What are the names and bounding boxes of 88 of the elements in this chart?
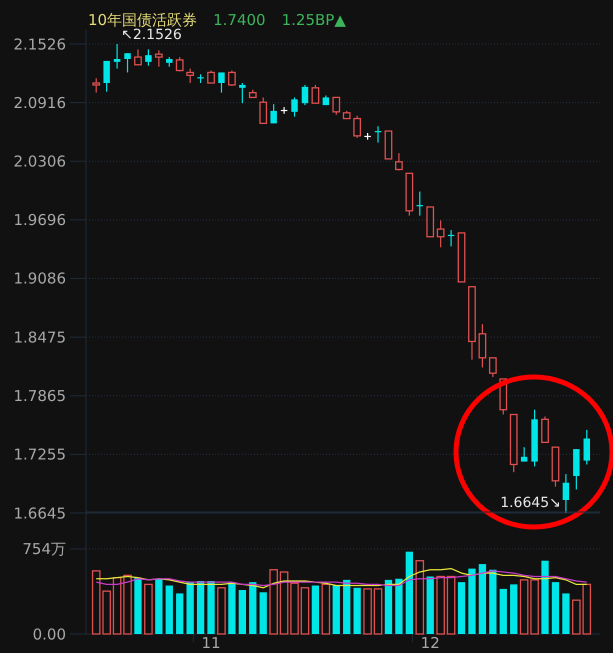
- bar: [217, 587, 226, 635]
- y-tick-label: 0.00: [32, 625, 66, 644]
- y-tick-label: 1.8475: [14, 328, 66, 346]
- y-tick-label: 1.7255: [14, 446, 66, 464]
- bar: [354, 588, 361, 634]
- bar: [552, 582, 560, 634]
- bar: [260, 592, 267, 634]
- candlestick: [207, 70, 215, 84]
- bar: [144, 584, 153, 635]
- candlestick: [488, 357, 497, 378]
- candlestick: [584, 429, 590, 466]
- candlestick: [520, 446, 528, 462]
- candlestick: [302, 84, 308, 106]
- bar: [478, 564, 486, 634]
- bar: [468, 568, 476, 634]
- bar: [92, 570, 101, 635]
- bar: [520, 579, 528, 635]
- bar: [436, 576, 445, 635]
- candlestick: [228, 70, 236, 86]
- candlestick: [332, 96, 340, 116]
- candlestick: [218, 72, 225, 94]
- bar: [530, 579, 539, 635]
- y-tick-label: 1.6645: [14, 504, 66, 522]
- bar: [343, 580, 350, 634]
- bar: [510, 584, 518, 634]
- candlestick: [395, 152, 403, 172]
- candlestick: [374, 126, 382, 144]
- bar: [196, 581, 204, 634]
- candlestick: [134, 48, 142, 66]
- annotation: 1.6645↘: [500, 495, 561, 511]
- candlestick: [154, 50, 163, 68]
- y-tick-label: 2.0306: [14, 152, 66, 170]
- bar: [415, 560, 424, 635]
- y-tick-label: 2.0916: [14, 94, 66, 112]
- candlestick: [103, 60, 110, 92]
- bar: [249, 582, 256, 634]
- text: ↖2.1526: [121, 27, 182, 43]
- candlestick: [312, 84, 320, 104]
- candlestick: [124, 52, 131, 74]
- bar: [186, 582, 194, 634]
- y-tick-label: 2.1526: [14, 35, 66, 54]
- bar: [166, 586, 173, 634]
- bar: [155, 578, 162, 634]
- bar: [572, 600, 581, 635]
- bar: [395, 578, 403, 634]
- candlestick: [562, 473, 570, 514]
- y-tick-label: 1.7865: [14, 387, 66, 406]
- bar: [458, 582, 466, 634]
- bar: [312, 586, 320, 634]
- candlestick: [436, 220, 445, 248]
- candlestick: [541, 416, 549, 444]
- y-tick-label: 1.9086: [14, 270, 66, 288]
- bar: [500, 588, 507, 634]
- bar: [446, 576, 456, 635]
- text: 1.25BP▲: [282, 11, 346, 29]
- bar: [207, 581, 215, 634]
- candlestick: [114, 43, 120, 70]
- text: 1.7400: [213, 11, 266, 29]
- bar: [541, 560, 549, 634]
- y-tick-label: 1.9696: [14, 211, 66, 230]
- candlestick: [186, 68, 194, 84]
- bar: [269, 569, 278, 635]
- bar: [238, 590, 246, 634]
- candlestick: [259, 96, 268, 124]
- chart-title: 10年国债活跃券: [88, 11, 198, 29]
- bar: [134, 578, 142, 634]
- bar: [176, 593, 184, 634]
- y-tick-label: 754万: [22, 540, 66, 558]
- candlestick: [291, 96, 298, 118]
- candlestick: [353, 115, 362, 138]
- bar: [384, 580, 392, 634]
- x-tick-label: 12: [420, 634, 440, 652]
- candlestick: [92, 78, 100, 94]
- bar: [102, 590, 111, 635]
- bar: [322, 584, 330, 635]
- bar: [426, 576, 434, 634]
- x-tick-label: 11: [201, 634, 221, 652]
- bar: [228, 582, 236, 634]
- candlestick: [270, 104, 277, 124]
- bar: [406, 552, 413, 634]
- bar: [332, 586, 340, 634]
- candlestick: [166, 56, 173, 68]
- candlestick: [145, 48, 152, 66]
- candlestick: [239, 82, 246, 104]
- bar: [562, 593, 570, 634]
- bar: [489, 570, 496, 634]
- candlestick: [176, 56, 184, 72]
- bar: [582, 584, 592, 635]
